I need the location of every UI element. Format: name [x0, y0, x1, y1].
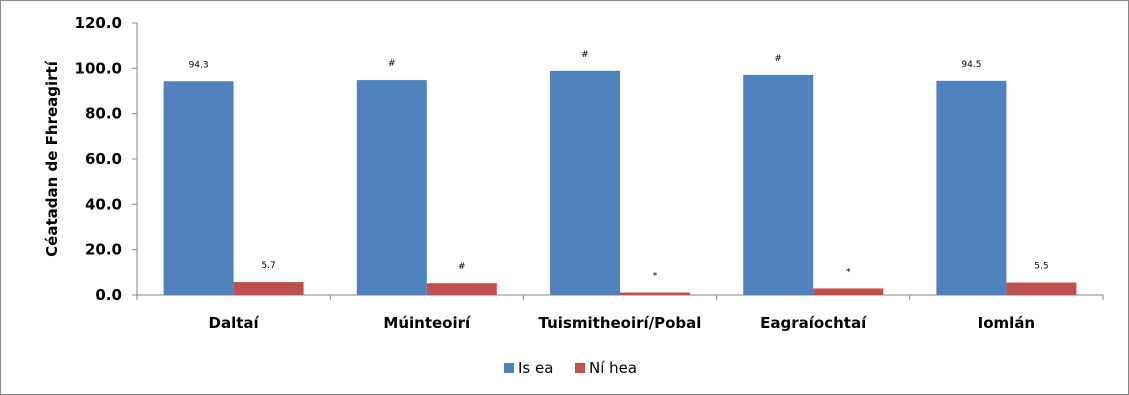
bar-is-ea — [743, 74, 814, 295]
data-label: 94.3 — [189, 60, 209, 70]
y-tick-label: 20.0 — [85, 241, 122, 259]
bar-ni-hea — [426, 283, 497, 295]
y-tick-label: 120.0 — [75, 14, 122, 32]
y-tick-label: 60.0 — [85, 150, 122, 168]
bar-ni-hea — [813, 288, 884, 295]
bar-ni-hea — [620, 292, 690, 295]
y-tick-label: 100.0 — [75, 59, 122, 77]
legend-label: Ní hea — [589, 359, 637, 377]
x-category-label: Iomlán — [978, 314, 1035, 332]
legend: Is ea Ní hea — [504, 359, 637, 377]
data-label: # — [581, 50, 589, 60]
data-label: * — [846, 267, 851, 277]
x-category-label: Tuismitheoirí/Pobal — [539, 314, 702, 332]
bar-is-ea — [356, 80, 427, 296]
y-tick-label: 80.0 — [85, 105, 122, 123]
data-label: * — [653, 272, 658, 282]
data-label: 5.5 — [1034, 262, 1048, 272]
legend-label: Is ea — [518, 359, 553, 377]
legend-swatch — [575, 363, 585, 373]
y-axis-title: Céatadan de Fhreagirtí — [43, 60, 61, 257]
bar-ni-hea — [1006, 282, 1077, 295]
data-label: # — [458, 262, 466, 272]
bar-is-ea — [163, 81, 234, 296]
bar-is-ea — [936, 80, 1007, 295]
data-label: 94.5 — [961, 60, 981, 70]
chart-labels: 0.0 20.0 40.0 60.0 80.0 100.0 120.0 94.3 5.7 Dalt… — [75, 14, 1049, 332]
bar-is-ea — [550, 70, 620, 296]
x-category-label: Eagraíochtaí — [760, 314, 867, 332]
chart-bars — [163, 70, 1077, 296]
x-category-label: Múinteoirí — [383, 314, 471, 332]
data-label: 5.7 — [261, 261, 275, 271]
data-label: # — [388, 59, 396, 69]
data-label: # — [774, 54, 782, 64]
legend-swatch — [504, 363, 514, 373]
y-tick-label: 0.0 — [95, 286, 122, 304]
bar-ni-hea — [233, 282, 304, 295]
y-tick-label: 40.0 — [85, 195, 122, 213]
x-category-label: Daltaí — [209, 314, 260, 332]
